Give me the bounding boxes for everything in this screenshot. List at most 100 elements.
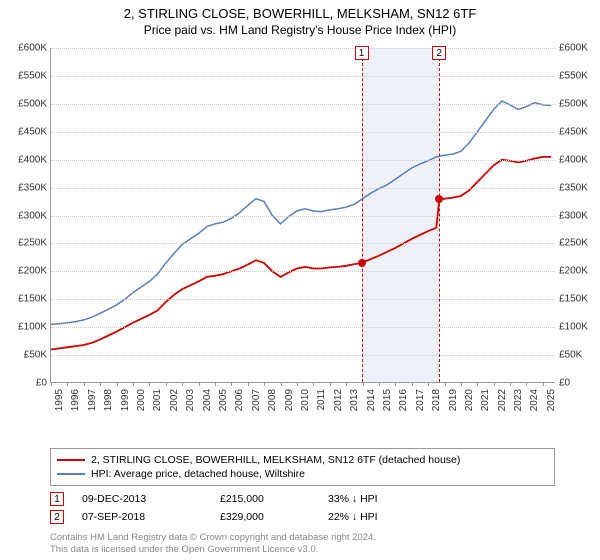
x-axis-label: 2015 [382, 389, 393, 411]
event-marker-dot [435, 195, 443, 203]
x-axis-label: 2025 [546, 389, 557, 411]
gridline [51, 104, 555, 105]
x-axis-label: 2008 [267, 389, 278, 411]
gridline [51, 271, 555, 272]
x-axis-label: 2012 [333, 389, 344, 411]
legend-item-hpi: HPI: Average price, detached house, Wilt… [57, 467, 548, 481]
footer-line: This data is licensed under the Open Gov… [50, 544, 555, 556]
x-axis-label: 2019 [448, 389, 459, 411]
x-tick [395, 382, 396, 386]
x-axis-label: 2022 [497, 389, 508, 411]
x-axis-label: 2009 [284, 389, 295, 411]
y-axis-label: £350K [1, 182, 47, 193]
x-axis-label: 2011 [316, 389, 327, 411]
x-tick [133, 382, 134, 386]
x-tick [379, 382, 380, 386]
x-axis-label: 2002 [169, 389, 180, 411]
x-tick [494, 382, 495, 386]
y-axis-label: £550K [1, 70, 47, 81]
x-tick [166, 382, 167, 386]
marker-badge: 2 [50, 510, 64, 524]
x-tick [231, 382, 232, 386]
x-tick [117, 382, 118, 386]
cell-delta: 22% ↓ HPI [328, 511, 418, 523]
y-axis-label: £100K [559, 322, 600, 333]
x-axis-label: 2017 [415, 389, 426, 411]
gridline [51, 188, 555, 189]
gridline [51, 327, 555, 328]
plot-area: £0£0£50K£50K£100K£100K£150K£150K£200K£20… [50, 48, 555, 383]
x-axis-label: 2010 [300, 389, 311, 411]
x-axis-label: 1996 [70, 389, 81, 411]
y-axis-label: £50K [559, 350, 600, 361]
y-axis-label: £600K [559, 43, 600, 54]
x-axis-label: 2006 [234, 389, 245, 411]
gridline [51, 243, 555, 244]
y-axis-label: £400K [559, 154, 600, 165]
y-axis-label: £500K [559, 98, 600, 109]
y-axis-label: £550K [559, 70, 600, 81]
y-axis-label: £100K [1, 322, 47, 333]
x-tick [182, 382, 183, 386]
x-axis-label: 1998 [103, 389, 114, 411]
x-axis-label: 2001 [152, 389, 163, 411]
y-axis-label: £300K [1, 210, 47, 221]
legend-swatch [57, 459, 85, 461]
x-tick [412, 382, 413, 386]
y-axis-label: £50K [1, 350, 47, 361]
y-axis-label: £450K [1, 126, 47, 137]
legend: 2, STIRLING CLOSE, BOWERHILL, MELKSHAM, … [50, 448, 555, 486]
series-property [51, 157, 551, 350]
legend-item-property: 2, STIRLING CLOSE, BOWERHILL, MELKSHAM, … [57, 453, 548, 467]
x-tick [445, 382, 446, 386]
footer-line: Contains HM Land Registry data © Crown c… [50, 532, 555, 544]
x-tick [84, 382, 85, 386]
y-axis-label: £150K [559, 294, 600, 305]
transactions-table: 1 09-DEC-2013 £215,000 33% ↓ HPI 2 07-SE… [50, 490, 555, 526]
gridline [51, 299, 555, 300]
gridline [51, 355, 555, 356]
x-tick [477, 382, 478, 386]
y-axis-label: £200K [1, 266, 47, 277]
gridline [51, 48, 555, 49]
marker-badge: 1 [50, 492, 64, 506]
x-axis-label: 2007 [251, 389, 262, 411]
table-row: 2 07-SEP-2018 £329,000 22% ↓ HPI [50, 508, 555, 526]
x-axis-label: 2003 [185, 389, 196, 411]
chart-subtitle: Price paid vs. HM Land Registry's House … [0, 21, 600, 43]
x-tick [199, 382, 200, 386]
x-axis-label: 2014 [366, 389, 377, 411]
x-axis-label: 1997 [87, 389, 98, 411]
x-axis-label: 2021 [480, 389, 491, 411]
event-marker-line [362, 48, 363, 382]
y-axis-label: £300K [559, 210, 600, 221]
cell-date: 07-SEP-2018 [82, 511, 202, 523]
gridline [51, 160, 555, 161]
footer-attribution: Contains HM Land Registry data © Crown c… [50, 532, 555, 556]
event-marker-dot [358, 259, 366, 267]
table-row: 1 09-DEC-2013 £215,000 33% ↓ HPI [50, 490, 555, 508]
legend-swatch [57, 473, 85, 475]
y-axis-label: £450K [559, 126, 600, 137]
y-axis-label: £500K [1, 98, 47, 109]
y-axis-label: £0 [559, 378, 600, 389]
event-marker-badge: 1 [355, 46, 369, 60]
x-tick [346, 382, 347, 386]
x-tick [51, 382, 52, 386]
x-axis-label: 2000 [136, 389, 147, 411]
y-axis-label: £0 [1, 378, 47, 389]
x-tick [363, 382, 364, 386]
x-axis-label: 2005 [218, 389, 229, 411]
y-axis-label: £250K [559, 238, 600, 249]
x-tick [428, 382, 429, 386]
event-marker-line [439, 48, 440, 382]
cell-date: 09-DEC-2013 [82, 493, 202, 505]
y-axis-label: £150K [1, 294, 47, 305]
x-tick [264, 382, 265, 386]
gridline [51, 132, 555, 133]
event-marker-badge: 2 [432, 46, 446, 60]
series-hpi [51, 101, 551, 324]
x-tick [330, 382, 331, 386]
x-axis-label: 2023 [513, 389, 524, 411]
x-axis-label: 2013 [349, 389, 360, 411]
